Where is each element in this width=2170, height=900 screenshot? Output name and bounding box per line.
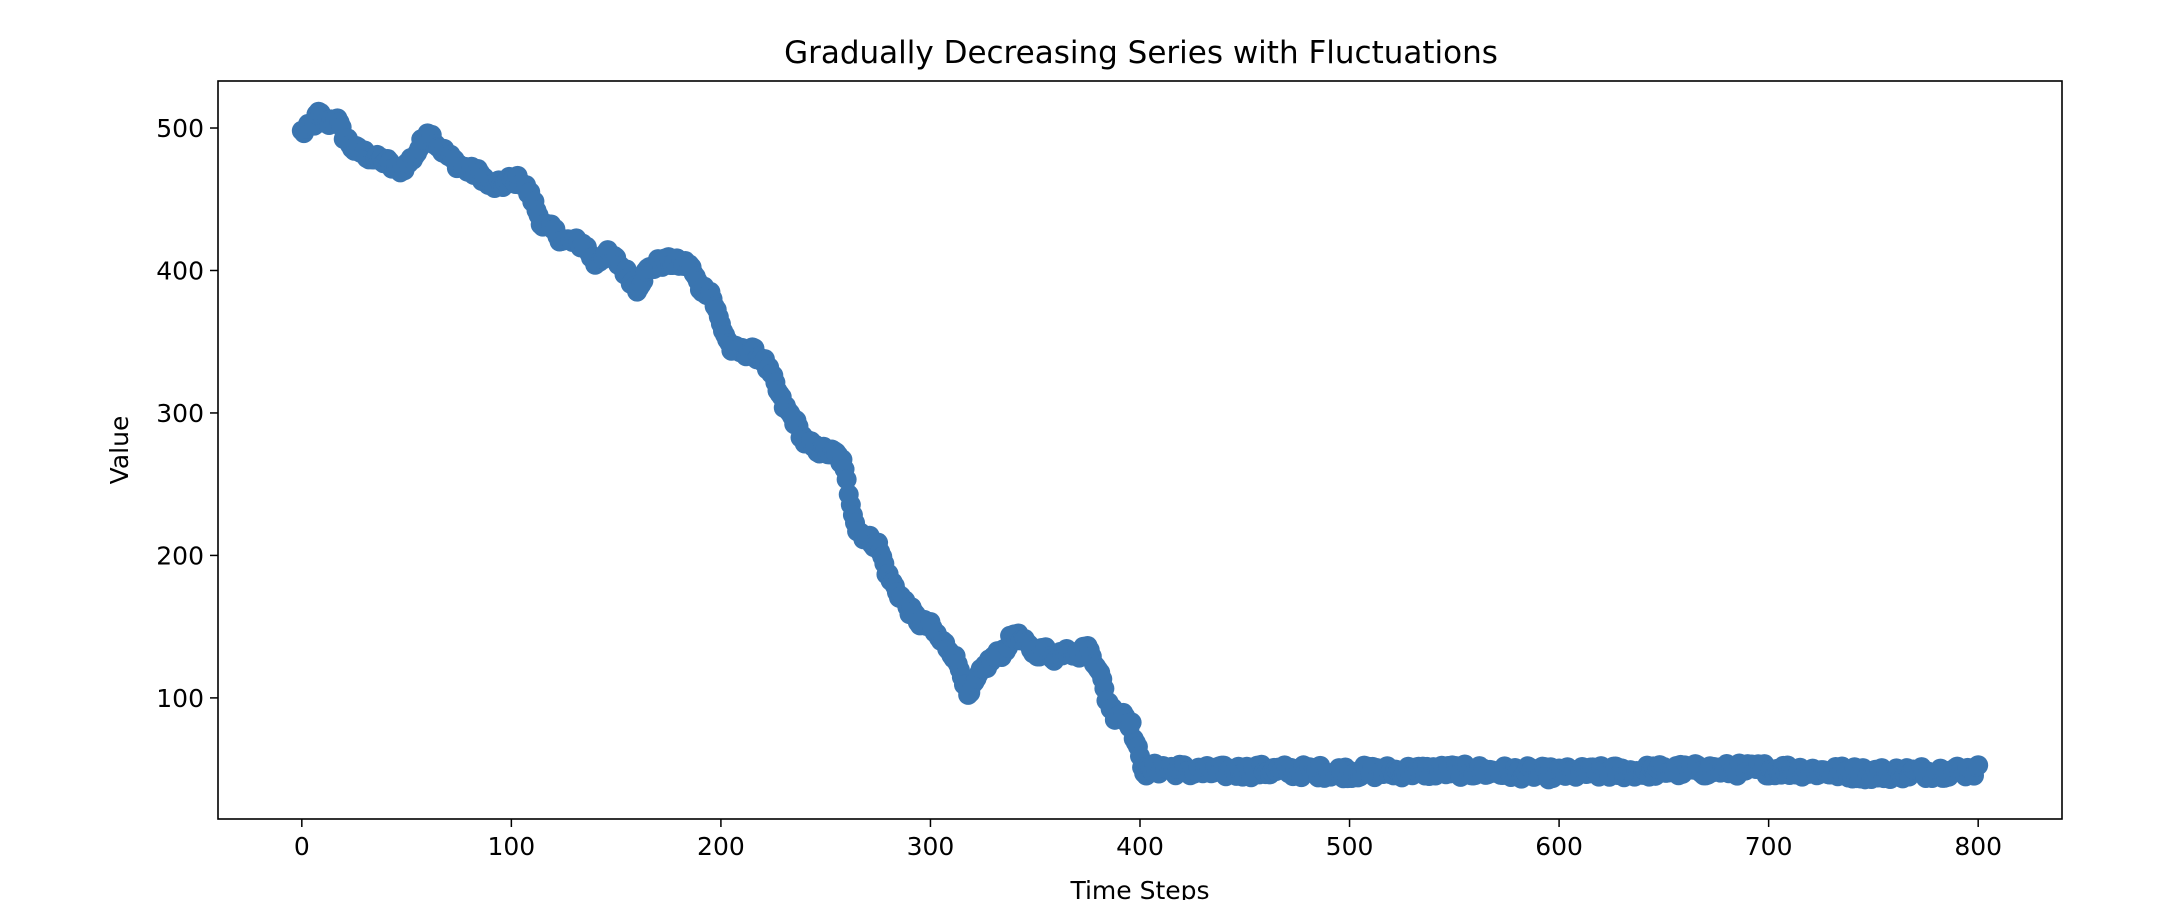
y-axis: 100 200 300 400 500 — [156, 114, 218, 713]
x-tick-label: 400 — [1116, 832, 1164, 861]
x-tick-label: 800 — [1954, 832, 2002, 861]
x-axis: 0 100 200 300 400 500 600 700 800 — [294, 819, 2002, 861]
data-point — [1121, 712, 1142, 733]
scatter-points — [291, 101, 1989, 790]
y-tick-label: 200 — [156, 541, 204, 570]
x-tick-label: 600 — [1535, 832, 1583, 861]
y-tick-label: 400 — [156, 256, 204, 285]
data-point — [1968, 755, 1989, 776]
y-tick-label: 500 — [156, 114, 204, 143]
x-tick-label: 700 — [1745, 832, 1793, 861]
x-tick-label: 0 — [294, 832, 310, 861]
x-tick-label: 500 — [1326, 832, 1374, 861]
y-tick-label: 300 — [156, 399, 204, 428]
x-tick-label: 100 — [488, 832, 536, 861]
data-point — [836, 469, 857, 490]
chart-title: Gradually Decreasing Series with Fluctua… — [784, 35, 1498, 71]
y-tick-label: 100 — [156, 684, 204, 713]
x-tick-label: 200 — [697, 832, 745, 861]
x-tick-label: 300 — [907, 832, 955, 861]
x-axis-label: Time Steps — [1069, 876, 1209, 900]
y-axis-label: Value — [105, 416, 134, 485]
